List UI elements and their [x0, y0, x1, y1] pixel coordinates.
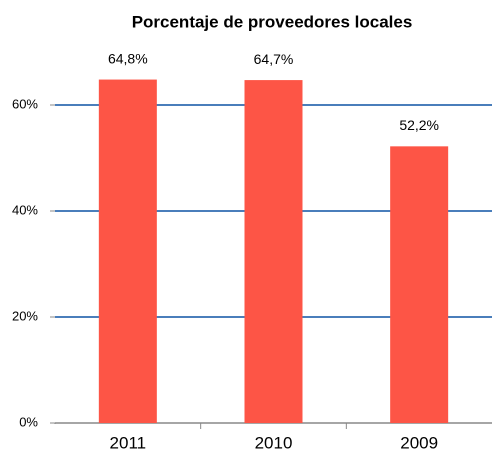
y-tick-label: 0% — [19, 414, 38, 429]
y-tick-label: 20% — [12, 308, 38, 323]
y-tick-label: 60% — [12, 96, 38, 111]
value-label: 64,8% — [108, 50, 148, 66]
x-tick-label: 2009 — [400, 433, 438, 452]
bar — [390, 146, 449, 423]
chart-title: Porcentaje de proveedores locales — [132, 12, 413, 31]
value-label: 64,7% — [254, 51, 294, 67]
y-tick-label: 40% — [12, 202, 38, 217]
x-tick-label: 2011 — [110, 433, 147, 452]
value-label: 52,2% — [399, 117, 439, 133]
x-tick-label: 2010 — [255, 433, 293, 452]
bar — [98, 79, 157, 423]
bar — [244, 80, 303, 423]
